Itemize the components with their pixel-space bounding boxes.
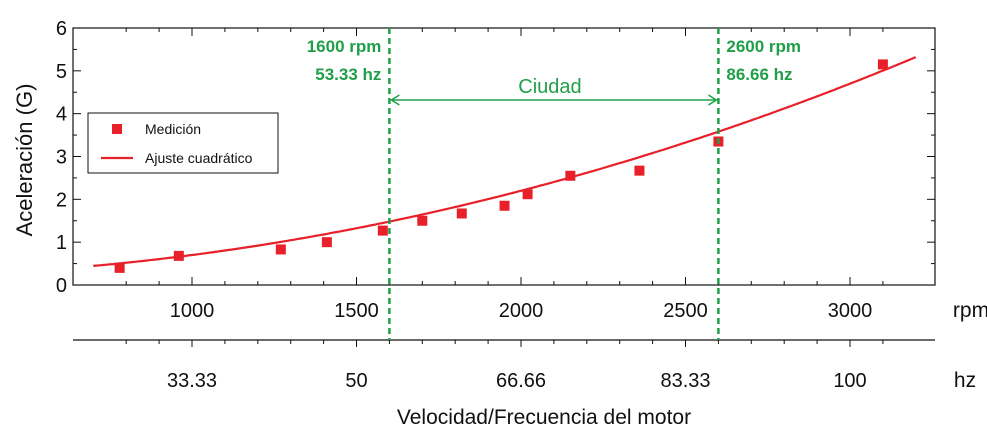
data-point bbox=[377, 225, 388, 236]
x-tick-label: 1000 bbox=[170, 300, 215, 322]
data-point bbox=[877, 59, 888, 70]
annotation-rpm-label: 1600 rpm bbox=[307, 37, 382, 56]
annotations: 1600 rpm 53.33 hz 2600 rpm 86.66 hz bbox=[307, 28, 801, 340]
data-point bbox=[499, 200, 510, 211]
legend-marker-medicion bbox=[112, 124, 122, 134]
plot-area bbox=[93, 56, 917, 273]
hz-tick-label: 100 bbox=[833, 370, 866, 392]
data-point bbox=[173, 250, 184, 261]
x-tick-label: 3000 bbox=[828, 300, 873, 322]
legend-label-medicion: Medición bbox=[145, 121, 201, 137]
y-tick-label: 6 bbox=[56, 18, 67, 40]
annotation-rpm-label: 2600 rpm bbox=[726, 37, 801, 56]
y-tick-label: 5 bbox=[56, 61, 67, 83]
y-axis-label: Aceleración (G) bbox=[12, 84, 37, 237]
data-point bbox=[417, 215, 428, 226]
data-point bbox=[456, 208, 467, 219]
x-tick-label: 2000 bbox=[499, 300, 544, 322]
x-unit-hz: hz bbox=[954, 369, 976, 392]
data-point bbox=[565, 170, 576, 181]
range-label-ciudad: Ciudad bbox=[518, 76, 581, 98]
legend-label-ajuste: Ajuste cuadrático bbox=[145, 150, 253, 166]
legend-box bbox=[87, 112, 279, 174]
y-tick-label: 2 bbox=[56, 189, 67, 211]
legend: Medición Ajuste cuadrático bbox=[87, 112, 279, 174]
y-tick-label: 4 bbox=[56, 104, 67, 126]
data-point bbox=[114, 262, 125, 273]
data-point bbox=[321, 237, 332, 248]
data-point bbox=[522, 189, 533, 200]
hz-tick-label: 83.33 bbox=[660, 370, 710, 392]
annotation-hz-label: 53.33 hz bbox=[315, 65, 381, 84]
hz-tick-label: 50 bbox=[345, 370, 367, 392]
x-unit-rpm: rpm bbox=[953, 299, 987, 322]
data-point bbox=[275, 244, 286, 255]
annotation-hz-label: 86.66 hz bbox=[726, 65, 792, 84]
range-arrow-right-head bbox=[708, 94, 718, 106]
y-tick-label: 1 bbox=[56, 232, 67, 254]
hz-tick-label: 33.33 bbox=[167, 370, 217, 392]
axes: 0 1 2 3 4 5 6 1000 1500 2000 2500 3000 33.33 50 66.66 8… bbox=[56, 18, 936, 392]
x-tick-label: 2500 bbox=[663, 300, 708, 322]
y-tick-label: 0 bbox=[56, 275, 67, 297]
y-tick-label: 3 bbox=[56, 147, 67, 169]
x-axis-label: Velocidad/Frecuencia del motor bbox=[397, 406, 691, 429]
x-tick-label: 1500 bbox=[334, 300, 379, 322]
fit-curve-line bbox=[93, 56, 917, 267]
range-arrow-left-head bbox=[389, 94, 400, 106]
hz-tick-label: 66.66 bbox=[496, 370, 546, 392]
data-point bbox=[634, 165, 645, 176]
